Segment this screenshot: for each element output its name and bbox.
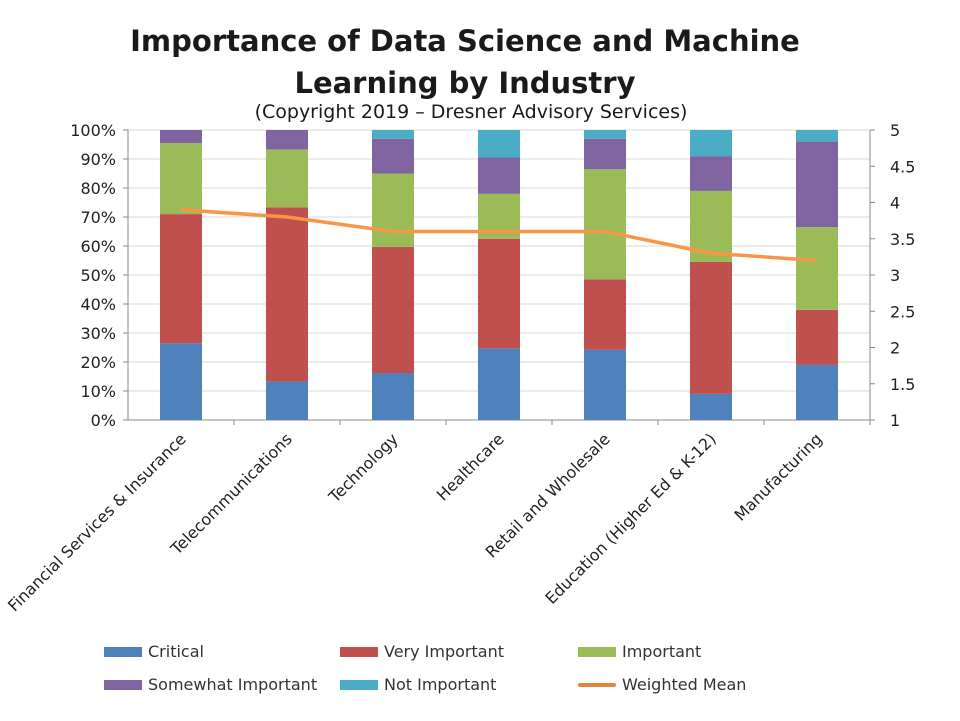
- bar-segment: [372, 138, 414, 174]
- legend-label: Somewhat Important: [148, 675, 318, 694]
- bar-segment: [160, 343, 202, 420]
- bar-segment: [266, 207, 308, 382]
- y-left-tick-label: 50%: [80, 266, 116, 285]
- bar-segment: [796, 227, 838, 310]
- y-right-tick-label: 2.5: [890, 302, 915, 321]
- bar-segment: [266, 381, 308, 420]
- bar-segment: [160, 214, 202, 344]
- legend-label: Very Important: [384, 642, 504, 661]
- x-tick-label: Technology: [324, 429, 402, 507]
- bar-segment: [478, 348, 520, 420]
- y-left-tick-label: 80%: [80, 179, 116, 198]
- y-right-tick-label: 1.5: [890, 375, 915, 394]
- x-tick-label: Financial Services & Insurance: [4, 429, 190, 615]
- y-right-tick-label: 3.5: [890, 230, 915, 249]
- bar-segment: [160, 130, 202, 144]
- legend-item: Not Important: [340, 675, 496, 694]
- y-right-tick-label: 3: [890, 266, 900, 285]
- y-left-tick-label: 30%: [80, 324, 116, 343]
- bar-segment: [160, 143, 202, 215]
- x-tick-label: Education (Higher Ed & K-12): [541, 429, 719, 607]
- x-tick-label: Manufacturing: [730, 429, 825, 524]
- bar-segment: [266, 130, 308, 150]
- legend-swatch: [340, 679, 378, 690]
- legend-item: Important: [578, 642, 701, 661]
- y-left-tick-label: 20%: [80, 353, 116, 372]
- legend-swatch: [104, 646, 142, 657]
- legend-item: Weighted Mean: [578, 675, 746, 694]
- legend-label: Not Important: [384, 675, 497, 694]
- bar-segment: [372, 373, 414, 420]
- bar-segment: [690, 393, 732, 420]
- bar-segment: [478, 157, 520, 194]
- bar-segment: [478, 130, 520, 158]
- y-left-tick-label: 70%: [80, 208, 116, 227]
- bar-segment: [690, 130, 732, 157]
- legend-swatch: [340, 646, 378, 657]
- y-left-tick-label: 100%: [70, 121, 116, 140]
- legend-item: Very Important: [340, 642, 504, 661]
- legend-label: Important: [622, 642, 702, 661]
- y-left-tick-label: 10%: [80, 382, 116, 401]
- bar-segment: [372, 173, 414, 247]
- y-left-tick-label: 40%: [80, 295, 116, 314]
- bar-segment: [796, 141, 838, 228]
- legend-swatch: [104, 679, 142, 690]
- chart-subtitle: (Copyright 2019 – Dresner Advisory Servi…: [254, 101, 688, 123]
- bar-segment: [584, 130, 626, 139]
- bar-segment: [796, 364, 838, 420]
- y-right-tick-label: 5: [890, 121, 900, 140]
- legend-label: Weighted Mean: [622, 675, 747, 694]
- bar-segment: [584, 169, 626, 280]
- y-left-tick-label: 60%: [80, 237, 116, 256]
- bar-segment: [690, 261, 732, 394]
- y-right-tick-label: 4: [890, 194, 900, 213]
- y-left-tick-label: 0%: [91, 411, 116, 430]
- bar-segment: [796, 130, 838, 142]
- chart-title-line-1: Importance of Data Science and Machine: [130, 24, 800, 58]
- bar-segment: [584, 349, 626, 420]
- bar-segment: [584, 138, 626, 170]
- bar-segment: [690, 156, 732, 191]
- bar-segment: [266, 149, 308, 208]
- legend-swatch: [578, 646, 616, 657]
- legend-item: Critical: [104, 642, 204, 661]
- y-left-tick-label: 90%: [80, 150, 116, 169]
- x-tick-label: Telecommunications: [166, 429, 296, 559]
- bar-segment: [584, 279, 626, 350]
- y-right-tick-label: 2: [890, 339, 900, 358]
- bar-segment: [372, 246, 414, 374]
- bar-segment: [796, 309, 838, 365]
- y-right-tick-label: 1: [890, 411, 900, 430]
- legend-label: Critical: [148, 642, 204, 661]
- legend-item: Somewhat Important: [104, 675, 317, 694]
- chart-title-line-2: Learning by Industry: [294, 66, 636, 100]
- legend-swatch: [578, 682, 616, 687]
- x-tick-label: Healthcare: [433, 429, 508, 504]
- bar-segment: [478, 238, 520, 349]
- y-right-tick-label: 4.5: [890, 157, 915, 176]
- bar-segment: [372, 130, 414, 139]
